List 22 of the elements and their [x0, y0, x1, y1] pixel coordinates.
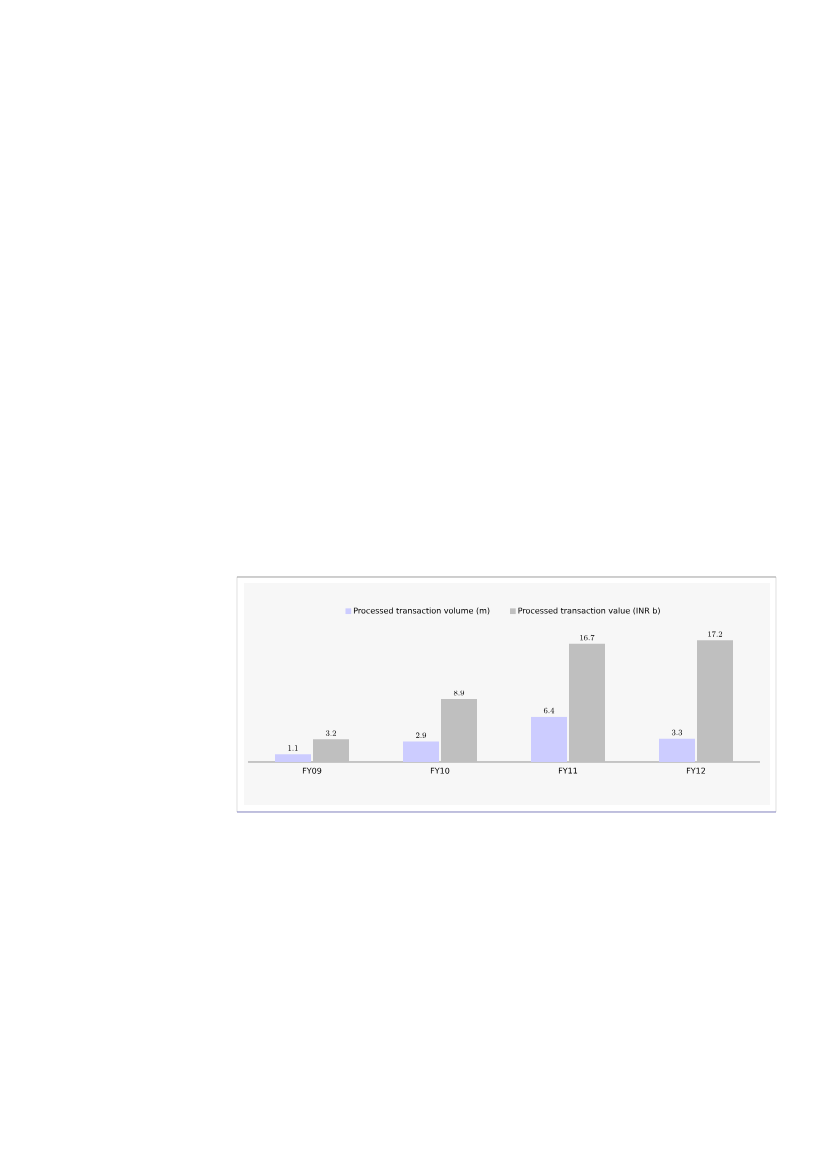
bar — [659, 738, 695, 762]
data-label: 8.9 — [453, 690, 465, 696]
bar — [441, 699, 477, 762]
bar — [313, 739, 349, 762]
x-tick-label: FY10 — [430, 767, 450, 774]
data-label: 2.9 — [415, 732, 427, 739]
bar — [697, 640, 733, 762]
data-label: 16.7 — [580, 634, 595, 641]
bar — [275, 754, 311, 762]
bar — [403, 741, 439, 762]
data-label: 6.4 — [543, 707, 555, 714]
legend-label: Processed transaction volume (m) — [353, 607, 490, 615]
data-label: 17.2 — [708, 631, 723, 637]
bar — [569, 643, 605, 762]
data-label: 3.2 — [325, 730, 336, 736]
bar — [531, 716, 567, 762]
data-label: 1 . 1 — [288, 745, 298, 751]
legend-label: Processed transaction value (INR b) — [518, 607, 660, 615]
x-tick-label: FY12 — [686, 767, 706, 774]
x-tick-label: FY11 — [558, 767, 578, 774]
data-label: 3.3 — [671, 729, 683, 736]
x-tick-label: FY09 — [302, 767, 322, 774]
